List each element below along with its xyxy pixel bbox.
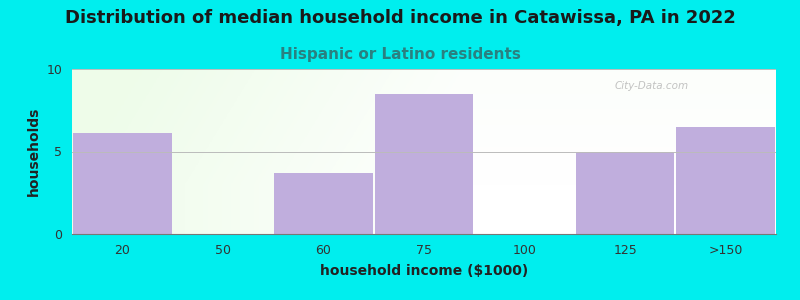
Bar xyxy=(274,173,373,234)
Bar xyxy=(73,133,171,234)
Text: Hispanic or Latino residents: Hispanic or Latino residents xyxy=(279,46,521,62)
Bar xyxy=(374,94,474,234)
X-axis label: household income ($1000): household income ($1000) xyxy=(320,264,528,278)
Bar xyxy=(576,152,674,234)
Bar xyxy=(677,127,775,234)
Y-axis label: households: households xyxy=(27,107,41,196)
Text: City-Data.com: City-Data.com xyxy=(614,80,688,91)
Text: Distribution of median household income in Catawissa, PA in 2022: Distribution of median household income … xyxy=(65,9,735,27)
